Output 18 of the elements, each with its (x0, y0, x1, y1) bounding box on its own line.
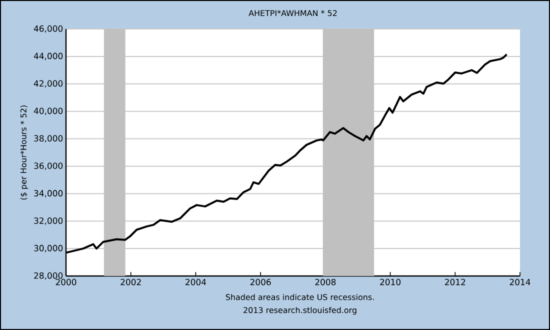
y-tick-label: 32,000 (34, 217, 63, 225)
x-tick-label: 2014 (510, 278, 530, 286)
x-tick-label: 2008 (315, 278, 336, 286)
y-tick-label: 42,000 (34, 80, 63, 88)
x-tick-label: 2002 (120, 278, 141, 286)
y-tick-label: 40,000 (34, 108, 63, 115)
y-tick-label: 44,000 (34, 52, 63, 60)
y-tick-label: 30,000 (34, 244, 63, 252)
x-tick-label: 2010 (380, 278, 400, 286)
y-tick-label: 38,000 (34, 135, 63, 142)
y-tick-label: 36,000 (34, 162, 63, 170)
x-tick-label: 2000 (56, 278, 76, 286)
x-tick-label: 2012 (445, 278, 466, 286)
x-tick-label: 2004 (186, 278, 206, 286)
y-tick-label: 34,000 (34, 190, 63, 198)
y-tick-label: 46,000 (34, 25, 63, 33)
x-tick-label: 2006 (250, 278, 271, 286)
y-tick-label: 28,000 (34, 272, 63, 280)
